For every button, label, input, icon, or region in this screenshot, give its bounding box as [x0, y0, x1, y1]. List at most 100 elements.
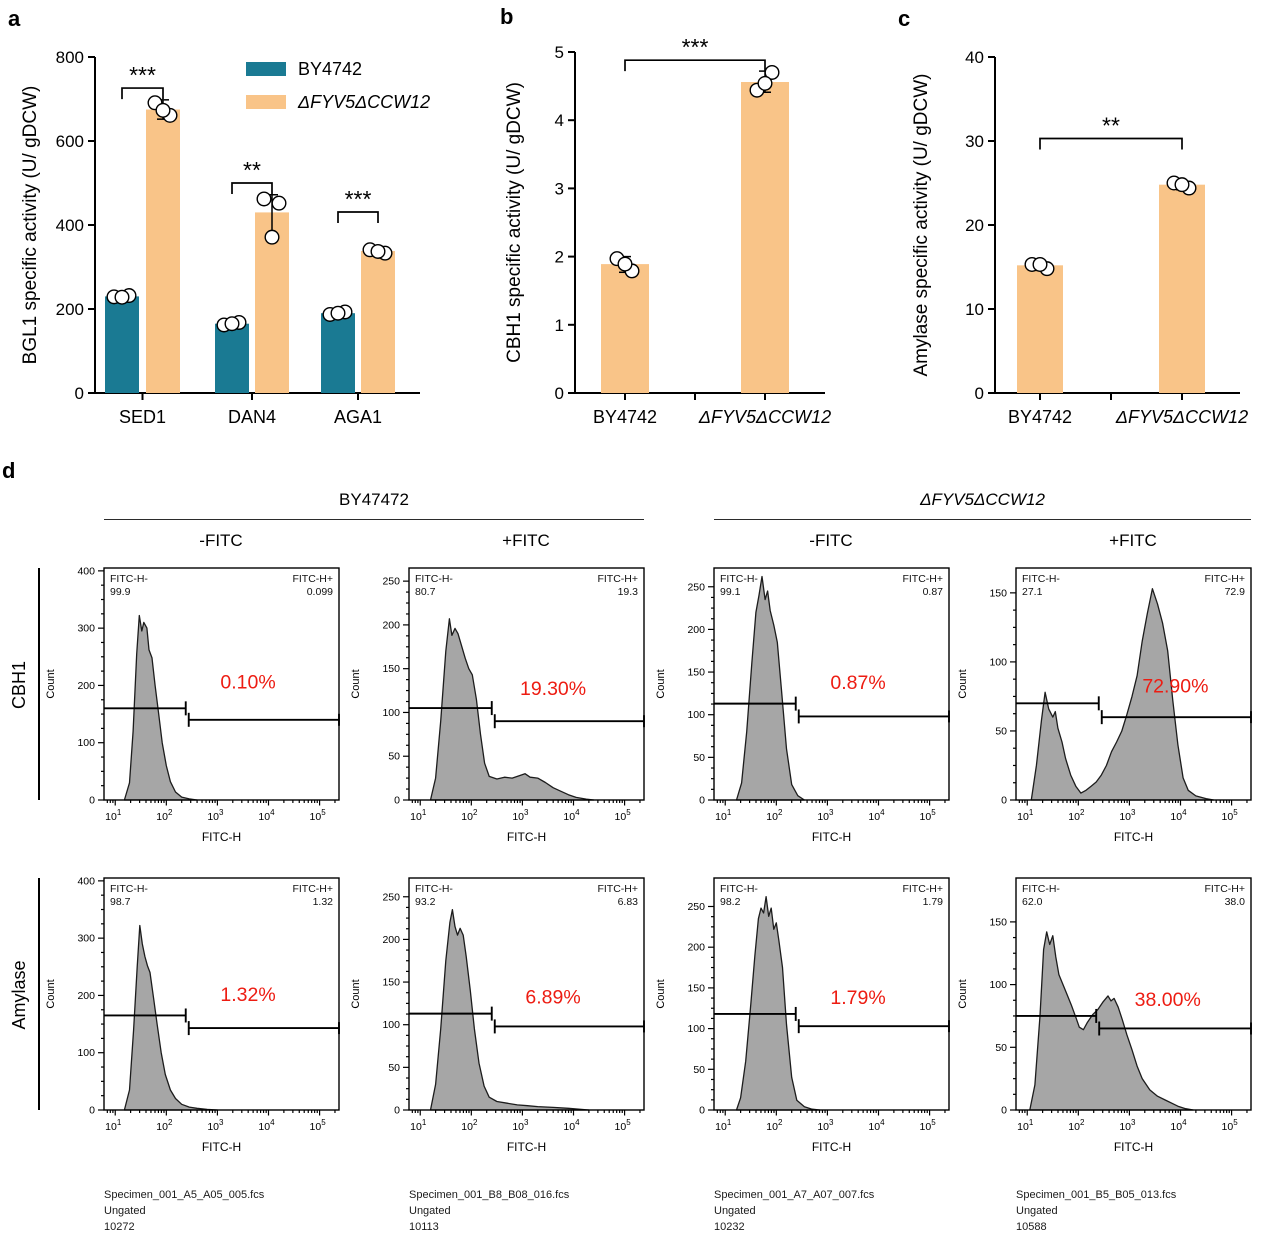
col-header-pos-fitc-2: +FITC	[1109, 531, 1157, 550]
bar	[1017, 265, 1063, 393]
significance-stars: ***	[682, 34, 709, 60]
gate-stats: FITC-H-80.7 FITC-H+19.3	[415, 573, 638, 598]
bar	[215, 323, 249, 393]
svg-text:0: 0	[75, 384, 84, 403]
svg-text:0: 0	[699, 795, 705, 807]
svg-text:DAN4: DAN4	[228, 407, 276, 427]
gate-negative	[409, 701, 493, 716]
gate-stats-positive-value: 1.32	[313, 896, 334, 908]
gate-stats-negative-value: 27.1	[1022, 586, 1043, 598]
svg-text:101: 101	[105, 1118, 122, 1133]
gate-stats-negative-value: 99.1	[720, 586, 741, 598]
histogram-curve	[429, 618, 595, 801]
plot-frame	[713, 877, 950, 1111]
y-axis-label: Count	[957, 669, 969, 698]
svg-text:100: 100	[382, 1019, 400, 1031]
bar	[601, 264, 649, 393]
replicate-point	[764, 64, 780, 80]
svg-text:0: 0	[975, 384, 984, 403]
positive-percentage-label: 38.00%	[1135, 989, 1201, 1011]
svg-text:250: 250	[687, 581, 705, 593]
x-axis: BY4742 ΔFYV5ΔCCW12	[575, 392, 831, 427]
y-axis: 0 10 20 30 40	[965, 48, 996, 403]
fcs-file-name: Specimen_001_A5_A05_005.fcs	[104, 1189, 265, 1201]
gate-negative	[409, 1006, 493, 1021]
svg-text:102: 102	[766, 808, 783, 823]
svg-text:100: 100	[77, 1047, 95, 1059]
gate-stats-positive-label: FITC-H+	[902, 883, 943, 895]
fcs-event-count: 10113	[409, 1220, 439, 1233]
svg-text:300: 300	[77, 933, 95, 945]
svg-text:103: 103	[207, 1118, 224, 1133]
fcs-caption-2: Specimen_001_B8_B08_016.fcs Ungated 1011…	[409, 1188, 659, 1236]
gate-stats: FITC-H-62.0 FITC-H+38.0	[1022, 883, 1245, 908]
svg-text:200: 200	[382, 619, 400, 631]
x-axis-label: FITC-H	[1114, 1140, 1153, 1154]
flow-histogram-amylase-by47472-posfitc: 0 50 100 150 200 250 Count 101 102 103 104 105 FITC-…	[350, 877, 645, 1154]
svg-text:105: 105	[1222, 808, 1239, 823]
x-axis: SED1 DAN4 AGA1	[95, 392, 420, 427]
y-axis-label: Count	[655, 979, 667, 1008]
svg-text:400: 400	[77, 875, 95, 887]
gate-stats: FITC-H-98.7 FITC-H+1.32	[110, 883, 333, 908]
replicate-point	[1032, 256, 1048, 272]
gate-positive	[187, 1021, 340, 1036]
svg-text:0: 0	[1001, 1105, 1007, 1117]
svg-text:102: 102	[1068, 808, 1085, 823]
svg-text:5: 5	[555, 43, 564, 62]
amylase-activity-bar-chart: 0 10 20 30 40 BY4742 ΔFYV5ΔCCW12 ** Amylase spec…	[911, 48, 1248, 427]
gate-negative	[104, 1008, 187, 1023]
row-line-cbh1	[38, 568, 40, 800]
svg-text:104: 104	[868, 1118, 885, 1133]
svg-text:150: 150	[989, 916, 1007, 928]
gate-stats-positive-value: 72.9	[1225, 586, 1246, 598]
positive-percentage-label: 19.30%	[520, 678, 586, 700]
svg-text:150: 150	[687, 667, 705, 679]
svg-text:105: 105	[920, 808, 937, 823]
svg-text:400: 400	[56, 216, 84, 235]
fcs-event-count: 10588	[1016, 1220, 1047, 1233]
gate-positive	[493, 714, 645, 729]
svg-text:50: 50	[388, 1062, 400, 1074]
gate-positive	[187, 712, 340, 727]
histogram-curve	[429, 908, 590, 1111]
col-header-neg-fitc-2: -FITC	[809, 531, 853, 550]
svg-text:102: 102	[766, 1118, 783, 1133]
svg-text:150: 150	[382, 977, 400, 989]
plot-frame	[103, 877, 340, 1111]
gate-stats-negative-label: FITC-H-	[415, 573, 453, 585]
svg-text:101: 101	[410, 808, 427, 823]
bar	[321, 313, 355, 393]
flow-histogram-amylase-by47472-negfitc: 0 100 200 300 400 Count 101 102 103 104 105 FITC-H F…	[45, 875, 340, 1154]
svg-text:0: 0	[555, 384, 564, 403]
gate-stats-positive-value: 1.79	[923, 896, 944, 908]
x-axis: 101 102 103 104 105	[410, 1110, 641, 1133]
gate-stats: FITC-H-27.1 FITC-H+72.9	[1022, 573, 1245, 598]
svg-text:SED1: SED1	[119, 407, 166, 427]
gate-stats-negative-value: 80.7	[415, 586, 436, 598]
gate-positive	[1100, 710, 1252, 725]
replicate-point	[757, 75, 773, 91]
replicate-point	[1174, 177, 1190, 193]
svg-text:AGA1: AGA1	[334, 407, 382, 427]
replicate-point	[264, 229, 280, 245]
gate-stats-positive-value: 19.3	[618, 586, 639, 598]
svg-text:103: 103	[1119, 1118, 1136, 1133]
gate-stats-negative-label: FITC-H-	[1022, 573, 1060, 585]
gate-stats-positive-label: FITC-H+	[1204, 883, 1245, 895]
svg-text:10: 10	[965, 300, 984, 319]
row-header-cbh1: CBH1	[9, 661, 29, 710]
fcs-caption-1: Specimen_001_A5_A05_005.fcs Ungated 1027…	[104, 1188, 354, 1236]
svg-text:250: 250	[687, 901, 705, 913]
svg-text:0: 0	[89, 795, 95, 807]
plot-frame	[1015, 567, 1252, 801]
gate-stats-negative-label: FITC-H-	[110, 883, 148, 895]
gate-stats-positive-label: FITC-H+	[292, 883, 333, 895]
svg-text:200: 200	[56, 300, 84, 319]
svg-text:30: 30	[965, 132, 984, 151]
svg-text:104: 104	[1170, 1118, 1187, 1133]
svg-text:104: 104	[563, 808, 580, 823]
bar	[146, 109, 180, 393]
bars	[601, 82, 789, 393]
svg-text:103: 103	[512, 808, 529, 823]
